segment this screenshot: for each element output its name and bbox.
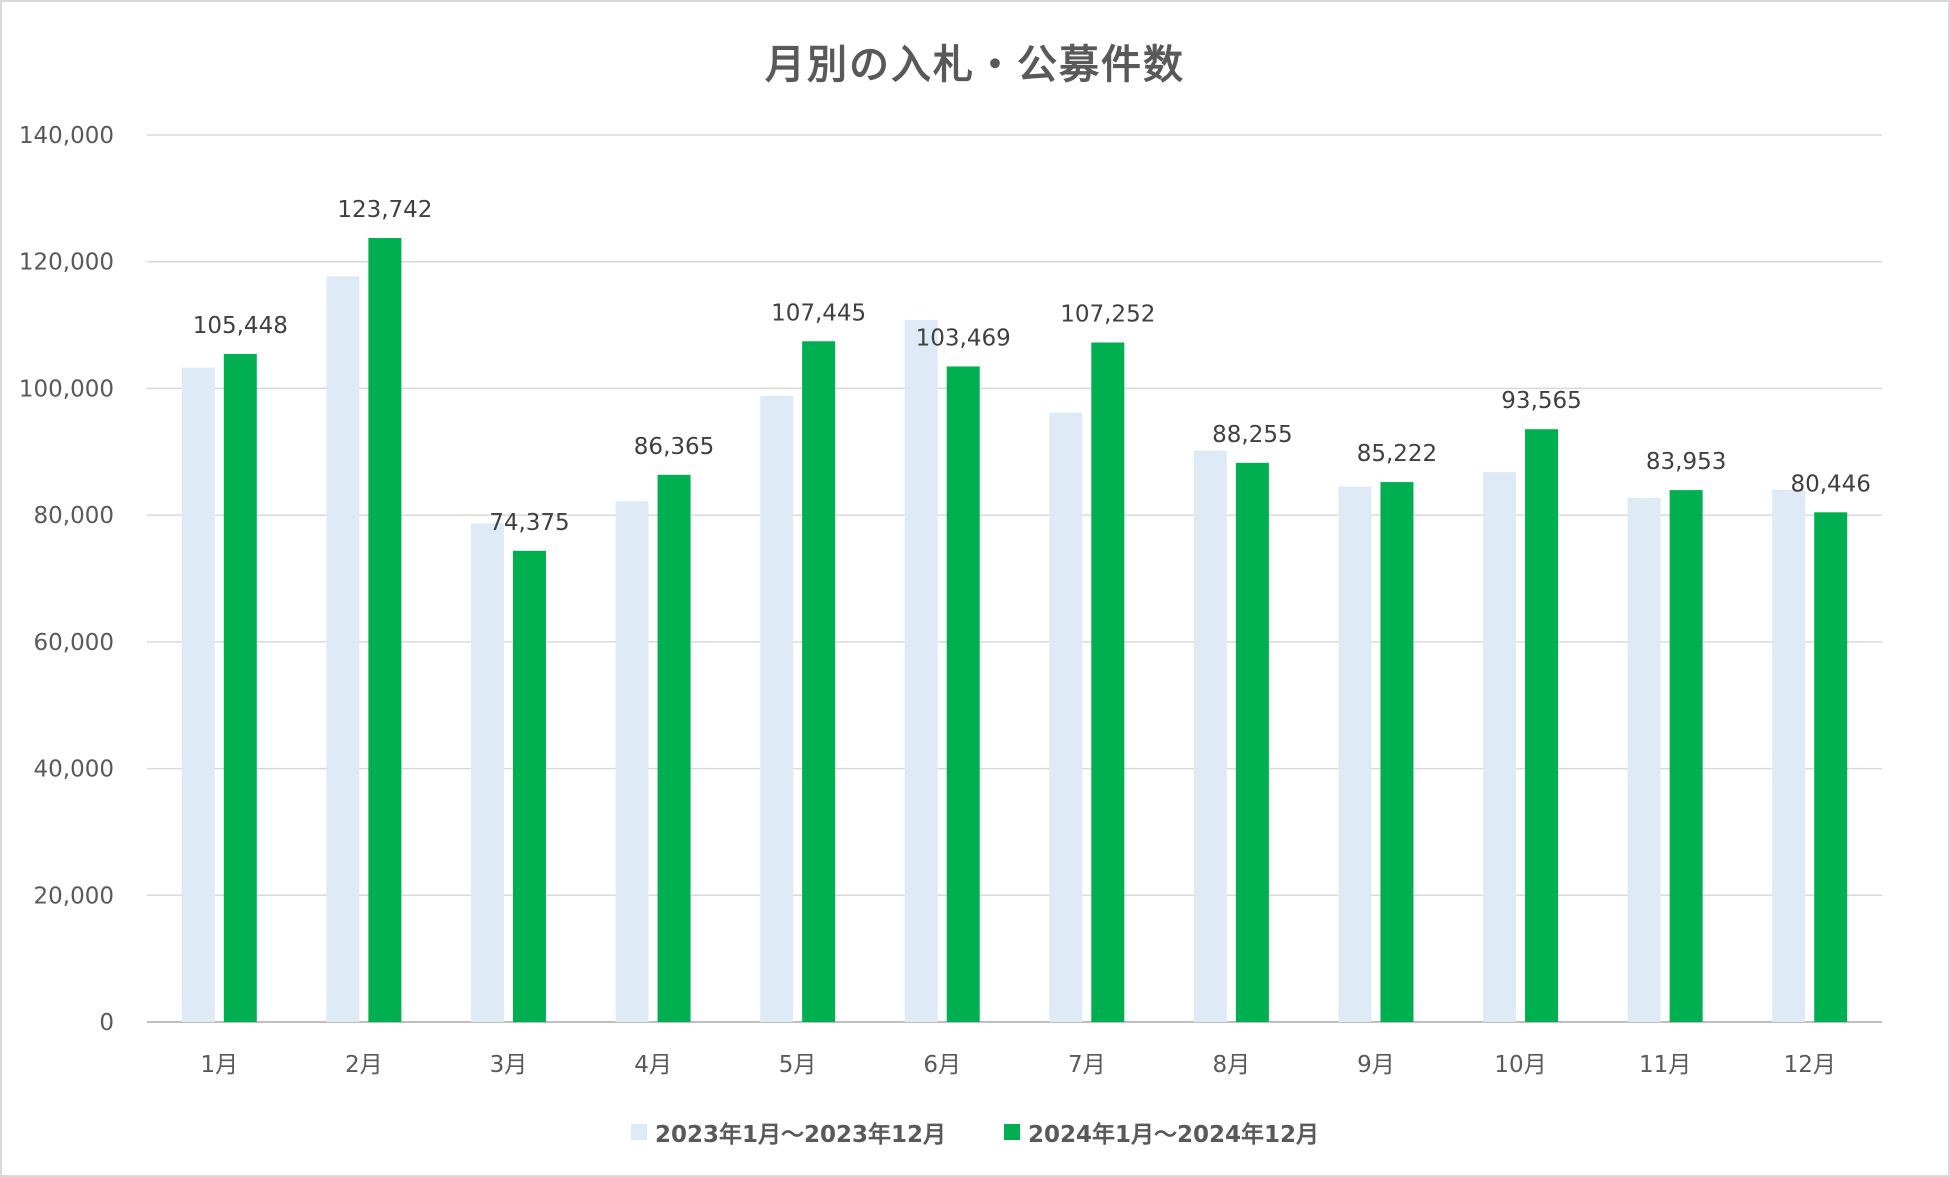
legend: 2023年1月～2023年12月 2024年1月～2024年12月: [2, 1115, 1948, 1149]
x-tick-label: 9月: [1357, 1052, 1395, 1078]
bar-2024: [1091, 342, 1125, 1023]
bar-2024: [1525, 429, 1559, 1023]
bar-2024: [1380, 482, 1414, 1023]
bar-2023: [760, 396, 794, 1022]
bar-2023: [904, 320, 938, 1022]
data-label: 83,953: [1646, 449, 1726, 475]
x-tick-label: 12月: [1784, 1052, 1836, 1078]
bar-2024: [657, 474, 691, 1022]
bar-2024: [802, 341, 836, 1023]
legend-item-2023: 2023年1月～2023年12月: [630, 1115, 946, 1149]
bar-2023: [1483, 472, 1517, 1022]
x-tick-label: 5月: [779, 1052, 817, 1078]
x-tick-label: 8月: [1213, 1052, 1251, 1078]
data-label: 107,252: [1060, 301, 1155, 327]
data-label: 85,222: [1357, 441, 1437, 467]
data-label: 105,448: [193, 313, 288, 339]
legend-item-2024: 2024年1月～2024年12月: [1004, 1115, 1319, 1149]
y-tick-label: 140,000: [19, 123, 114, 149]
data-label: 93,565: [1501, 388, 1581, 414]
bar-2024: [946, 366, 980, 1023]
y-tick-label: 80,000: [34, 503, 114, 529]
data-label: 107,445: [771, 300, 866, 326]
bar-2023: [1193, 450, 1227, 1023]
bar-2023: [1627, 498, 1661, 1022]
x-tick-label: 11月: [1639, 1052, 1691, 1078]
x-tick-label: 7月: [1068, 1052, 1106, 1078]
bar-2023: [1338, 486, 1372, 1022]
chart-title: 月別の入札・公募件数: [765, 42, 1185, 88]
bar-2024: [223, 353, 257, 1022]
bar-2023: [1772, 489, 1806, 1022]
y-tick-label: 100,000: [19, 376, 114, 402]
data-label: 80,446: [1790, 471, 1870, 497]
y-tick-label: 20,000: [34, 883, 114, 909]
bar-2023: [326, 276, 360, 1022]
x-tick-label: 2月: [345, 1052, 383, 1078]
legend-label-2024: 2024年1月～2024年12月: [1028, 1122, 1320, 1148]
bar-2023: [470, 523, 504, 1022]
legend-swatch-2023: [630, 1124, 647, 1140]
data-label: 103,469: [916, 325, 1011, 351]
x-tick-label: 4月: [634, 1052, 672, 1078]
data-label: 74,375: [489, 510, 569, 536]
x-tick-label: 1月: [200, 1052, 238, 1078]
data-label: 123,742: [337, 197, 432, 223]
legend-label-2023: 2023年1月～2023年12月: [654, 1122, 946, 1148]
bar-2024: [1669, 490, 1703, 1022]
bar-2024: [1235, 462, 1269, 1022]
y-tick-label: 40,000: [34, 757, 114, 783]
y-tick-label: 60,000: [34, 630, 114, 656]
x-tick-label: 3月: [490, 1052, 528, 1078]
bar-2023: [1049, 412, 1083, 1022]
x-tick-label: 10月: [1494, 1052, 1546, 1078]
bar-2024: [1814, 512, 1848, 1022]
data-label: 88,255: [1212, 422, 1292, 448]
y-tick-label: 120,000: [19, 250, 114, 276]
legend-swatch-2024: [1004, 1124, 1020, 1140]
bar-2024: [512, 550, 546, 1022]
y-tick-label: 0: [99, 1010, 114, 1036]
data-label: 86,365: [634, 434, 714, 460]
bar-2024: [368, 238, 402, 1022]
bar-2023: [615, 501, 649, 1022]
bar-2023: [181, 367, 215, 1022]
x-tick-label: 6月: [923, 1052, 961, 1078]
